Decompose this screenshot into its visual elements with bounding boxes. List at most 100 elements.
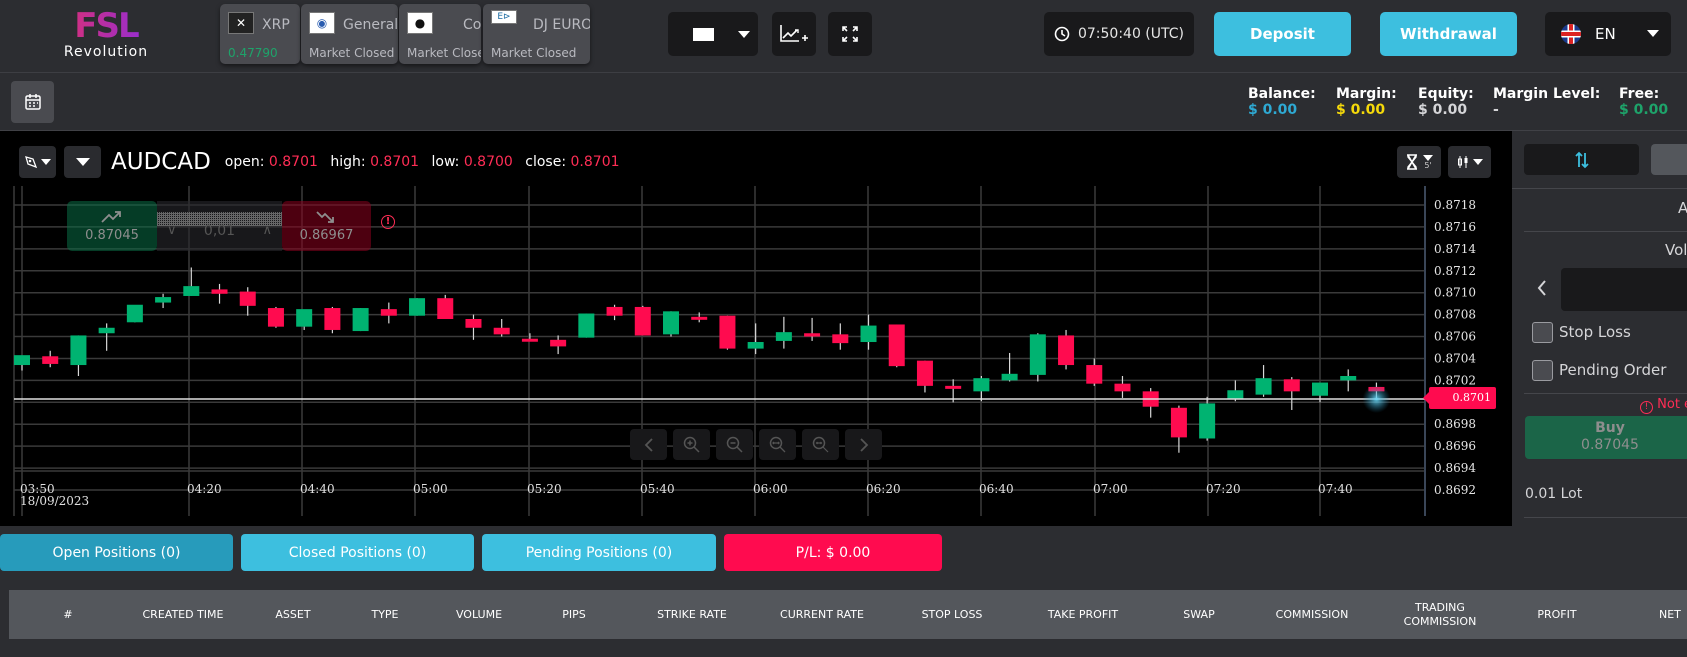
column-header[interactable]: STRIKE RATE xyxy=(657,607,727,621)
candlestick-plot[interactable]: 03:50 04:20 04:40 05:00 05:20 05:40 06:00 06:20… xyxy=(0,131,1512,526)
chevron-down-icon xyxy=(1647,30,1659,37)
column-header[interactable]: CURRENT RATE xyxy=(780,607,864,621)
stop-loss-checkbox[interactable] xyxy=(1532,322,1553,343)
stat-balance: Balance: $ 0.00 xyxy=(1248,86,1316,119)
zoom-reset-button[interactable] xyxy=(802,429,839,460)
zoom-out-button[interactable] xyxy=(716,429,753,460)
stat-value: - xyxy=(1493,102,1499,118)
fullscreen-button[interactable] xyxy=(828,12,872,56)
asset-name: Co xyxy=(463,17,481,33)
close-value: 0.8701 xyxy=(570,154,620,170)
swap-arrows-icon xyxy=(1574,151,1589,168)
zoom-fit-button[interactable] xyxy=(759,429,796,460)
tab-closed-positions[interactable]: Closed Positions (0) xyxy=(241,534,474,571)
quick-buy-button[interactable]: 0.87045 xyxy=(67,201,157,251)
svg-text:07:00: 07:00 xyxy=(1093,482,1128,496)
column-header[interactable]: ASSET xyxy=(275,607,311,621)
buy-price: 0.87045 xyxy=(1581,437,1639,453)
svg-text:0.8714: 0.8714 xyxy=(1434,242,1476,256)
scroll-right-button[interactable] xyxy=(845,429,882,460)
stat-label: Equity: xyxy=(1418,86,1474,102)
svg-text:0.8698: 0.8698 xyxy=(1434,417,1476,431)
ohlc-readout: open: 0.8701 high: 0.8701 low: 0.8700 cl… xyxy=(225,154,628,170)
svg-text:06:20: 06:20 xyxy=(866,482,901,496)
column-header[interactable]: COMMISSION xyxy=(1275,607,1349,621)
svg-text:05:40: 05:40 xyxy=(640,482,675,496)
trend-down-icon xyxy=(315,210,334,223)
stat-equity: Equity: $ 0.00 xyxy=(1418,86,1474,119)
svg-text:03:50: 03:50 xyxy=(20,482,55,496)
column-header[interactable]: STOP LOSS xyxy=(921,607,983,621)
low-value: 0.8700 xyxy=(463,154,513,170)
svg-text:0.8702: 0.8702 xyxy=(1434,373,1476,387)
zoom-in-icon xyxy=(683,436,700,453)
svg-text:05:20: 05:20 xyxy=(527,482,562,496)
stat-value: $ 0.00 xyxy=(1418,102,1468,118)
quick-lot-value[interactable]: 0,01 xyxy=(203,223,236,239)
stat-label: Margin Level: xyxy=(1493,86,1601,102)
svg-text:05:00: 05:00 xyxy=(413,482,448,496)
add-indicator-button[interactable] xyxy=(772,12,816,56)
chevron-down-icon xyxy=(75,158,90,166)
asset-card-general[interactable]: ◉ General Market Closed xyxy=(301,4,398,64)
column-header[interactable]: VOLUME xyxy=(455,607,503,621)
svg-text:07:40: 07:40 xyxy=(1318,482,1353,496)
xrp-usd-flag-icon: ✕ xyxy=(228,12,254,34)
svg-text:04:40: 04:40 xyxy=(300,482,335,496)
tab-pending-positions[interactable]: Pending Positions (0) xyxy=(482,534,716,571)
divider xyxy=(1524,393,1687,394)
lot-increase-icon[interactable]: ∧ xyxy=(262,223,272,238)
scroll-left-button[interactable] xyxy=(630,429,667,460)
svg-text:06:00: 06:00 xyxy=(753,482,788,496)
stat-label: Margin: xyxy=(1336,86,1397,102)
asset-card-xrp[interactable]: ✕ XRP 0.47790 xyxy=(220,4,300,64)
market-order-tab[interactable] xyxy=(1524,144,1639,175)
column-header[interactable]: TYPE xyxy=(371,607,399,621)
quick-lot-stepper[interactable]: ∨ 0,01 ∧ xyxy=(157,201,282,251)
quick-sell-button[interactable]: 0.86967 xyxy=(282,201,371,251)
chevron-right-icon xyxy=(859,437,868,452)
volume-input[interactable] xyxy=(1561,268,1687,311)
language-select[interactable]: EN xyxy=(1545,12,1671,56)
deposit-button[interactable]: Deposit xyxy=(1214,12,1351,56)
quick-buy-price: 0.87045 xyxy=(85,227,139,243)
asset-status: Market Closed xyxy=(309,46,395,60)
asset-price: 0.47790 xyxy=(228,46,278,60)
column-header[interactable]: PROFIT xyxy=(1537,607,1577,621)
volume-label: Vol xyxy=(1665,241,1687,259)
drawing-tools-button[interactable] xyxy=(19,146,56,178)
current-price-tag: 0.8701 xyxy=(1423,387,1496,409)
zoom-in-button[interactable] xyxy=(673,429,710,460)
buy-button[interactable]: Buy 0.87045 xyxy=(1525,416,1687,459)
svg-text:0.8716: 0.8716 xyxy=(1434,220,1476,234)
column-header[interactable]: TAKE PROFIT xyxy=(1047,607,1119,621)
pending-order-checkbox[interactable] xyxy=(1532,360,1553,381)
column-header[interactable]: NET xyxy=(1659,607,1681,621)
warning-text: Not e xyxy=(1657,397,1687,412)
volume-decrease-button[interactable] xyxy=(1536,279,1548,301)
column-header[interactable]: TRADING COMMISSION xyxy=(1403,600,1477,628)
tab-open-positions[interactable]: Open Positions (0) xyxy=(0,534,233,571)
withdrawal-button[interactable]: Withdrawal xyxy=(1380,12,1517,56)
timeframe-value: 5' xyxy=(1424,160,1432,170)
logo[interactable]: FSL Revolution xyxy=(54,8,158,64)
symbol-dropdown-button[interactable] xyxy=(64,146,101,178)
high-label: high: xyxy=(330,154,366,170)
price-chart[interactable]: 03:50 04:20 04:40 05:00 05:20 05:40 06:00 06:20… xyxy=(0,131,1512,526)
chart-type-button[interactable] xyxy=(1448,146,1491,178)
calendar-button[interactable] xyxy=(11,81,54,123)
column-header[interactable]: # xyxy=(63,607,73,621)
column-header[interactable]: SWAP xyxy=(1183,607,1215,621)
asset-card-coffee[interactable]: ● Co Market Closed xyxy=(399,4,481,64)
column-header[interactable]: PIPS xyxy=(562,607,586,621)
stat-value: $ 0.00 xyxy=(1248,102,1298,118)
trade-panel: A Vol Stop Loss Pending Order ! Not e Bu… xyxy=(1512,131,1687,526)
language-code: EN xyxy=(1595,25,1616,43)
chart-color-select[interactable] xyxy=(668,12,758,56)
asset-card-dj-euro[interactable]: E⊳ DJ EURO Market Closed xyxy=(483,4,590,64)
column-header[interactable]: CREATED TIME xyxy=(142,607,224,621)
timeframe-button[interactable]: 5' xyxy=(1397,146,1441,178)
lot-decrease-icon[interactable]: ∨ xyxy=(167,223,177,238)
secondary-tab[interactable] xyxy=(1651,144,1687,175)
logo-mark: FSL xyxy=(54,8,158,44)
